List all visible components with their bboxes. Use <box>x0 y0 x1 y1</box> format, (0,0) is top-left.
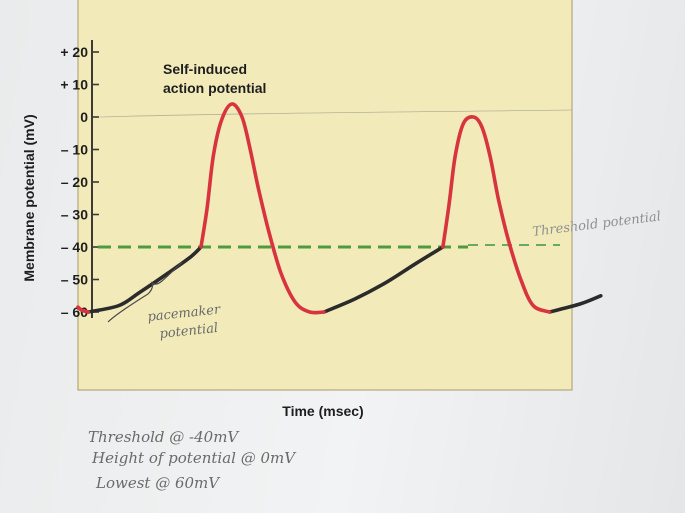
pacemaker-note-line-2: potential <box>159 321 219 342</box>
chart-title-line-2: action potential <box>163 80 266 96</box>
pacemaker-segment <box>86 245 203 314</box>
y-tick-label: 0 <box>80 109 88 125</box>
y-axis-ticks: + 20+ 100– 10– 20– 30– 40– 50– 60 <box>60 44 99 320</box>
y-axis-title: Membrane potential (mV) <box>21 114 37 281</box>
pacemaker-brace <box>107 261 183 323</box>
y-tick-label: + 10 <box>60 77 88 93</box>
y-tick-label: – 20 <box>61 174 88 190</box>
chart-title-line-1: Self-induced <box>163 61 247 77</box>
action-potential-segment <box>441 115 552 314</box>
handwritten-note-threshold: Threshold @ -40mV <box>88 428 240 446</box>
series-layer <box>76 102 603 315</box>
action-potential-segment <box>76 305 91 314</box>
y-tick-label: – 50 <box>61 272 88 288</box>
y-tick-label: – 40 <box>61 239 88 255</box>
y-tick-label: – 30 <box>61 207 88 223</box>
plot-border <box>77 0 573 391</box>
pencil-zero-line <box>99 109 573 118</box>
action-potential-segment <box>199 102 326 315</box>
x-axis-title: Time (msec) <box>282 403 363 419</box>
y-tick-label: + 20 <box>60 44 88 60</box>
y-tick-label: – 10 <box>61 142 88 158</box>
pacemaker-segment <box>547 294 603 314</box>
pacemaker-segment <box>322 245 445 314</box>
handwritten-note-height: Height of potential @ 0mV <box>91 449 297 467</box>
handwritten-note-lowest: Lowest @ 60mV <box>95 474 221 492</box>
plot-background <box>78 0 572 390</box>
